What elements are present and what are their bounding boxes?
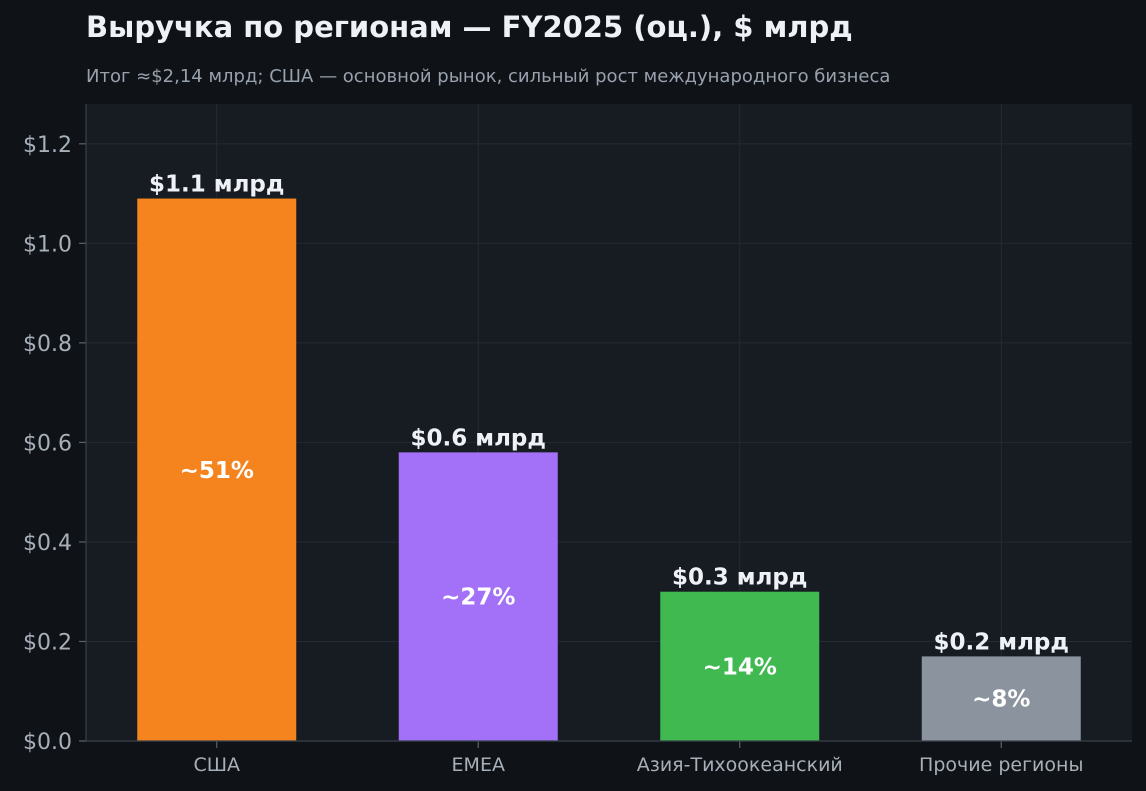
category-label: Азия-Тихоокеанский [637,754,843,776]
chart-subtitle: Итог ≈$2,14 млрд; США — основной рынок, … [86,66,891,87]
chart-title: Выручка по регионам — FY2025 (оц.), $ мл… [86,10,853,44]
y-tick-label: $0.6 [23,431,72,456]
y-tick-label: $1.2 [23,133,72,158]
category-label: Прочие регионы [919,754,1083,776]
category-label: EMEA [452,754,505,776]
y-tick-label: $0.4 [23,531,72,556]
bar-1 [137,198,297,741]
category-label: США [193,754,240,776]
value-label: $0.3 млрд [672,565,807,591]
share-label: ~14% [703,654,777,680]
y-tick-label: $1.0 [23,232,72,257]
axes: $0.0 $0.2 $0.4 $0.6 $0.8 $1.0 $1.2 США EMEA Азия-… [23,104,1132,776]
y-tick-label: $0.2 [23,630,72,655]
share-label: ~51% [180,458,254,484]
labels: $1.1 млрд ~51% $0.6 млрд ~27% $0.3 млрд ~14% $… [149,172,1069,713]
value-label: $1.1 млрд [149,172,284,198]
y-tick-label: $0.0 [23,730,72,755]
bar-2 [398,452,558,741]
share-label: ~8% [972,687,1030,713]
bars [137,198,1081,741]
value-label: $0.6 млрд [411,425,546,451]
bar-3 [660,591,820,741]
y-tick-label: $0.8 [23,332,72,357]
share-label: ~27% [441,585,515,611]
bar-4 [921,656,1081,741]
value-label: $0.2 млрд [934,629,1069,655]
